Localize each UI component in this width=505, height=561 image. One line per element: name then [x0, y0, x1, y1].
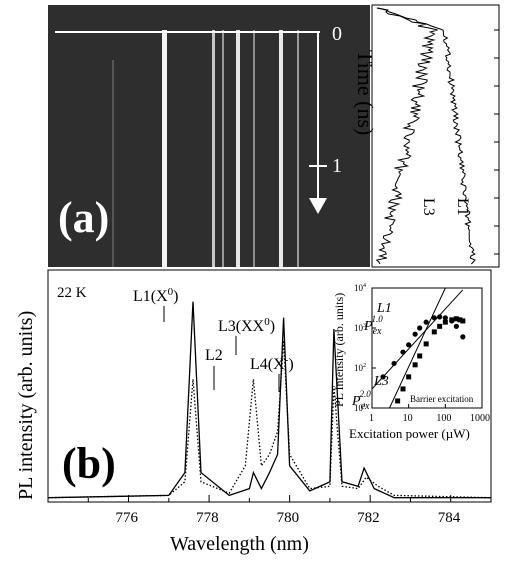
- trace-label-l1: L1: [454, 198, 471, 216]
- inset-point-l1: [431, 315, 437, 321]
- x-tick-label: 780: [277, 510, 300, 526]
- inset-points: [380, 314, 466, 404]
- trace-label-l3: L3: [420, 198, 437, 216]
- panel-a: 0 1 (a): [48, 5, 370, 267]
- spectrum-solid-line: [47, 301, 491, 499]
- inset-y-tick-exponent: 1: [363, 403, 366, 409]
- inset-y-tick-exponent: 2: [363, 363, 366, 369]
- time-trace-frame: [371, 4, 500, 268]
- inset-fit-lines: [371, 287, 464, 409]
- inset-point-l1: [400, 349, 406, 355]
- inset-point-l3: [449, 317, 455, 323]
- time-arrow-head: [309, 198, 327, 214]
- inset-fit-line: [389, 287, 446, 409]
- streak-image: [48, 5, 370, 267]
- inset-point-l3: [431, 329, 437, 335]
- inset-x-tick-label: 10: [403, 413, 413, 424]
- inset-y-label: PL Intensity (arb. units): [332, 293, 346, 407]
- inset-point-l3: [442, 319, 448, 325]
- inset-point-l1: [453, 323, 459, 329]
- spectrum-x-label: Wavelength (nm): [170, 533, 309, 555]
- inset-y-tick-label: 104: [354, 283, 366, 293]
- time-zero-label: 0: [332, 23, 342, 45]
- streak-line-faint-4: [112, 60, 114, 267]
- inset: 1 10 100 1000 101 102 103 104 L1 Pex1.0 L3 Pex2…: [332, 283, 490, 441]
- inset-point-l3: [453, 316, 459, 322]
- spectrum-y-label: PL intensity (arb. units): [15, 311, 37, 500]
- inset-frame: [371, 287, 483, 409]
- panel-b: 776 778 780 782 784 22 K L1(X0) L2 L3(XX0) L…: [15, 269, 492, 555]
- inset-point-l3: [395, 398, 401, 404]
- x-tick-label: 782: [357, 510, 380, 526]
- inset-point-l3: [423, 341, 429, 347]
- inset-series-label-l3: L3: [373, 374, 389, 389]
- time-trace-ticks: [494, 29, 499, 255]
- streak-line-faint-3: [297, 30, 299, 267]
- x-tick-label: 784: [438, 510, 461, 526]
- streak-line-faint-2: [253, 30, 255, 267]
- inset-point-l3: [460, 318, 466, 324]
- inset-point-l3: [400, 386, 406, 392]
- inset-y-tick-exponent: 4: [363, 283, 366, 289]
- inset-point-l1: [380, 374, 386, 380]
- inset-point-l1: [417, 325, 423, 331]
- inset-point-l1: [442, 315, 448, 321]
- panel-b-label: (b): [62, 439, 116, 488]
- streak-line-l3: [236, 30, 240, 267]
- inset-point-l1: [391, 360, 397, 367]
- inset-slope-label-l1: Pex1.0: [363, 314, 383, 337]
- inset-axes: 1 10 100 1000 101 102 103 104: [354, 283, 490, 424]
- streak-line-l2: [212, 30, 215, 267]
- inset-point-l3: [437, 323, 443, 329]
- peak-label-l4: L4(X-): [250, 354, 294, 373]
- temperature-label: 22 K: [57, 285, 87, 301]
- time-trace-l3: [375, 7, 438, 265]
- peak-label-l3: L3(XX0): [218, 316, 275, 335]
- inset-point-l3: [406, 374, 412, 380]
- inset-x-tick-label: 100: [436, 413, 451, 424]
- time-one-label: 1: [332, 155, 342, 177]
- inset-y-tick-exponent: 3: [363, 323, 366, 329]
- inset-point-l1: [437, 314, 443, 320]
- time-trace-panel: Time (ns) L1 L3: [353, 4, 500, 268]
- inset-point-l3: [412, 362, 418, 368]
- time-axis-title: Time (ns): [353, 50, 378, 135]
- inset-series-label-l1: L1: [376, 301, 392, 316]
- streak-line-l4: [279, 30, 283, 267]
- streak-lines: [112, 30, 299, 267]
- x-tick-label: 778: [196, 510, 219, 526]
- peak-label-l2: L2: [205, 347, 223, 364]
- inset-point-l1: [412, 331, 418, 337]
- inset-x-label: Excitation power (µW): [349, 426, 470, 441]
- spectrum-x-axis: 776 778 780 782 784: [47, 495, 492, 526]
- inset-slope-label-l3: Pex2.0: [351, 389, 371, 412]
- streak-line-faint-1: [222, 30, 224, 267]
- spectrum-frame: [47, 269, 492, 503]
- panel-a-label: (a): [58, 193, 109, 242]
- inset-note: Barrier excitation: [410, 394, 474, 404]
- inset-fit-line: [371, 289, 464, 390]
- x-tick-label: 776: [116, 510, 139, 526]
- peak-label-l1: L1(X0): [133, 286, 178, 305]
- inset-point-l3: [457, 317, 463, 323]
- streak-line-l1: [162, 30, 167, 267]
- inset-point-l3: [417, 353, 423, 359]
- time-trace-l1: [376, 7, 476, 265]
- inset-point-l1: [406, 342, 412, 348]
- inset-point-l1: [460, 334, 466, 340]
- inset-y-tick-label: 102: [354, 363, 366, 373]
- inset-x-tick-label: 1000: [470, 413, 490, 424]
- inset-y-tick-label: 103: [354, 323, 366, 333]
- inset-point-l1: [423, 319, 429, 325]
- inset-x-tick-label: 1: [369, 413, 374, 424]
- inset-y-tick-label: 101: [354, 403, 366, 413]
